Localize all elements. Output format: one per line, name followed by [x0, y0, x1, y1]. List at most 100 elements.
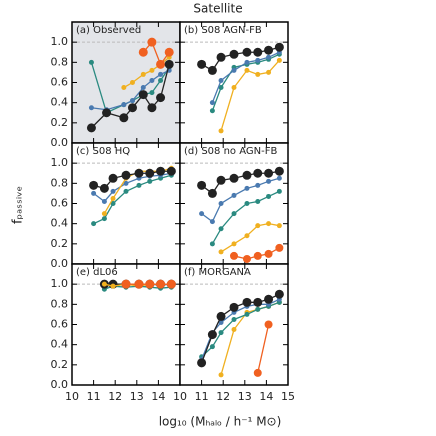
data-point	[89, 180, 99, 190]
figure-title: Satellite	[193, 2, 242, 16]
x-tick-label: 13	[130, 390, 144, 403]
data-point	[276, 188, 282, 194]
panel-title: (a) Observed	[76, 25, 141, 36]
data-point	[275, 243, 284, 252]
data-point	[231, 211, 237, 217]
data-point	[218, 201, 224, 206]
data-point	[147, 37, 157, 47]
data-point	[253, 251, 262, 260]
y-tick-label: 0.6	[51, 197, 69, 210]
data-point	[102, 108, 112, 118]
y-tick-label: 0.0	[51, 257, 69, 270]
data-point	[86, 123, 96, 133]
data-point	[209, 100, 215, 106]
x-tick-label: 12	[216, 390, 230, 403]
data-point	[110, 195, 116, 201]
data-point	[166, 166, 176, 176]
data-point	[274, 42, 284, 52]
x-tick-label: 11	[195, 390, 209, 403]
data-point	[276, 223, 282, 229]
data-point	[216, 311, 226, 321]
data-point	[253, 47, 263, 57]
data-point	[231, 327, 237, 333]
data-point	[218, 372, 224, 378]
data-point	[255, 182, 261, 188]
y-tick-label: 0.2	[51, 237, 69, 250]
data-point	[276, 57, 282, 63]
data-point	[218, 128, 224, 134]
data-point	[197, 358, 207, 368]
data-point	[140, 85, 146, 91]
panel-title: (c) S08 HQ	[76, 146, 130, 157]
x-tick-label: 14	[259, 390, 273, 403]
data-point	[264, 294, 274, 304]
y-tick-label: 0.4	[51, 96, 69, 109]
data-point	[231, 192, 237, 198]
data-point	[147, 178, 153, 184]
data-point	[244, 311, 250, 317]
x-tick-label: 14	[151, 390, 165, 403]
y-axis-label: fₚₐₛₛᵢᵥₑ	[11, 186, 26, 224]
panel-background	[72, 143, 180, 264]
y-tick-label: 0.2	[51, 116, 69, 129]
data-point	[266, 178, 272, 184]
series-line	[142, 40, 170, 66]
data-point	[209, 344, 215, 350]
data-point	[266, 69, 272, 75]
data-point	[229, 302, 239, 312]
data-point	[218, 226, 224, 232]
data-point	[244, 59, 250, 65]
data-point	[129, 80, 135, 85]
data-point	[216, 175, 226, 185]
data-point	[255, 223, 261, 229]
x-axis-label: log₁₀ (Mₕₐₗₒ / h⁻¹ M⊙)	[159, 415, 282, 429]
data-point	[164, 47, 174, 57]
data-point	[218, 85, 224, 91]
data-point	[255, 57, 261, 63]
data-point	[88, 59, 94, 65]
data-point	[209, 241, 215, 247]
data-point	[138, 47, 148, 57]
data-point	[197, 59, 207, 69]
data-point	[244, 201, 250, 206]
data-point	[158, 71, 164, 77]
data-point	[134, 168, 144, 178]
data-point	[147, 103, 157, 113]
data-point	[274, 289, 284, 299]
data-point	[242, 47, 252, 57]
data-point	[255, 306, 261, 312]
data-point	[156, 166, 166, 176]
data-point	[110, 188, 116, 194]
data-point	[231, 67, 237, 73]
data-point	[218, 319, 224, 325]
data-point	[199, 211, 205, 217]
y-tick-label: 0.6	[51, 76, 69, 89]
data-point	[88, 105, 94, 111]
data-point	[164, 59, 174, 69]
data-point	[149, 67, 155, 73]
data-point	[266, 193, 272, 199]
data-point	[276, 175, 282, 181]
data-point	[264, 168, 274, 178]
data-point	[242, 170, 252, 180]
data-point	[231, 316, 237, 322]
data-point	[121, 170, 131, 180]
data-point	[207, 65, 217, 75]
data-point	[101, 216, 107, 222]
data-point	[158, 77, 164, 83]
data-point	[207, 330, 217, 340]
data-point	[136, 182, 142, 188]
y-tick-label: 0.8	[51, 55, 69, 68]
data-point	[231, 85, 237, 91]
data-point	[253, 168, 263, 178]
data-point	[156, 59, 166, 69]
x-tick-label: 13	[238, 390, 252, 403]
y-tick-label: 1.0	[51, 277, 69, 290]
plot-area	[99, 279, 176, 292]
data-point	[127, 103, 137, 113]
data-point	[91, 190, 97, 196]
data-point	[101, 198, 107, 204]
data-point	[274, 166, 284, 176]
plot-area	[197, 166, 284, 263]
